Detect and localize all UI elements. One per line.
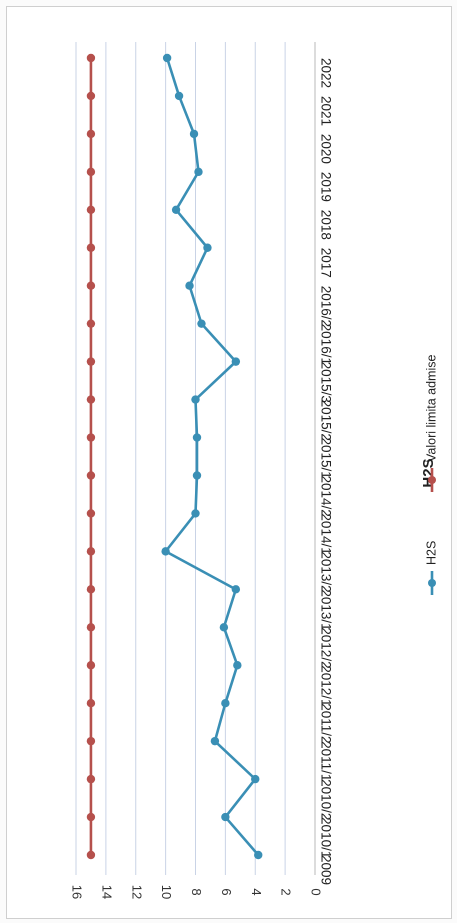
data-point-s0-10 <box>192 471 202 480</box>
data-point-s0-1 <box>221 812 230 822</box>
data-point-s0-19 <box>189 129 199 139</box>
data-point-s1-11 <box>86 433 96 442</box>
data-point-s0-15 <box>185 281 194 290</box>
data-point-s0-9 <box>191 509 200 518</box>
data-point-s1-0 <box>86 850 96 860</box>
y-tick-label-16: 16 <box>70 885 85 899</box>
y-tick-label-0: 0 <box>309 888 324 895</box>
category-label-20: 2021 <box>318 96 333 126</box>
category-label-21: 2022 <box>318 58 333 88</box>
data-point-s0-7 <box>231 585 241 594</box>
data-point-s0-3 <box>210 736 220 746</box>
legend-label-0: H2S <box>424 541 438 565</box>
data-point-s1-4 <box>86 698 96 708</box>
data-point-s0-13 <box>231 357 241 366</box>
category-label-5: 2012/1 <box>318 665 333 706</box>
data-point-s1-15 <box>86 281 96 290</box>
category-label-1: 2010/1 <box>318 817 333 858</box>
y-tick-label-4: 4 <box>249 888 264 895</box>
data-point-s1-16 <box>86 243 96 252</box>
data-point-s0-8 <box>161 547 170 556</box>
data-point-s0-0 <box>254 850 263 860</box>
data-point-s1-1 <box>86 812 96 822</box>
y-tick-label-12: 12 <box>129 885 144 899</box>
data-point-s0-5 <box>233 661 242 670</box>
category-label-14: 2016/1 <box>318 324 333 365</box>
category-label-11: 2015/1 <box>318 438 333 479</box>
data-point-s1-14 <box>86 319 96 328</box>
chart-frame: 0 2 4 6 8 10 12 14 16 2009 2010/1 2010/2 2011/1 2011/… <box>6 6 452 919</box>
data-point-s1-2 <box>86 774 96 784</box>
data-point-s1-8 <box>86 547 96 556</box>
category-label-12: 2015/2 <box>318 400 333 441</box>
category-label-4: 2011/2 <box>318 703 333 743</box>
category-label-3: 2011/1 <box>318 741 333 781</box>
legend-swatch-marker-0 <box>428 579 436 587</box>
data-point-s0-18 <box>194 167 203 177</box>
category-label-19: 2020 <box>318 134 333 164</box>
y-tick-label-10: 10 <box>159 885 174 899</box>
data-point-s1-13 <box>86 357 96 366</box>
data-point-s0-21 <box>162 53 172 63</box>
category-label-17: 2018 <box>318 210 333 240</box>
data-point-s1-9 <box>86 509 96 518</box>
data-point-s1-7 <box>86 585 96 594</box>
data-point-s0-2 <box>251 774 260 784</box>
category-label-6: 2012/2 <box>318 627 333 668</box>
line-chart: 0 2 4 6 8 10 12 14 16 20092010/12010/22011/12011/… <box>70 42 438 899</box>
data-point-s1-5 <box>86 661 96 670</box>
y-tick-label-14: 14 <box>99 885 114 899</box>
data-point-s0-14 <box>197 319 206 328</box>
category-label-0: 2009 <box>318 855 333 885</box>
data-point-s1-19 <box>86 129 96 139</box>
category-label-16: 2017 <box>318 248 333 278</box>
data-point-s0-12 <box>191 395 200 404</box>
data-point-s0-11 <box>192 433 202 442</box>
category-label-8: 2013/2 <box>318 551 333 592</box>
category-label-18: 2019 <box>318 172 333 202</box>
data-point-s0-16 <box>203 243 212 252</box>
data-point-s1-18 <box>86 167 96 177</box>
category-label-15: 2016/2 <box>318 286 333 327</box>
data-point-s1-12 <box>86 395 96 404</box>
category-label-2: 2010/2 <box>318 779 333 820</box>
data-point-s0-20 <box>174 91 184 101</box>
data-point-s1-6 <box>86 623 96 632</box>
data-point-s0-6 <box>219 623 229 632</box>
data-point-s0-17 <box>171 205 181 215</box>
data-point-s1-17 <box>86 205 96 215</box>
data-point-s1-10 <box>86 471 96 480</box>
data-point-s0-4 <box>221 698 230 708</box>
category-label-10: 2014/2 <box>318 475 333 516</box>
series-line-0 <box>164 57 260 856</box>
data-point-s1-21 <box>86 53 96 63</box>
category-label-13: 2015/3 <box>318 362 333 403</box>
legend-label-1: Valori limita admise <box>424 355 438 462</box>
legend-swatch-marker-1 <box>428 476 436 484</box>
y-tick-label-6: 6 <box>219 888 234 895</box>
data-point-s1-3 <box>86 736 96 746</box>
category-label-7: 2013/1 <box>318 589 333 630</box>
y-tick-label-2: 2 <box>279 888 294 895</box>
data-point-s1-20 <box>86 91 96 101</box>
category-label-9: 2014/1 <box>318 513 333 554</box>
y-tick-label-8: 8 <box>189 888 204 895</box>
